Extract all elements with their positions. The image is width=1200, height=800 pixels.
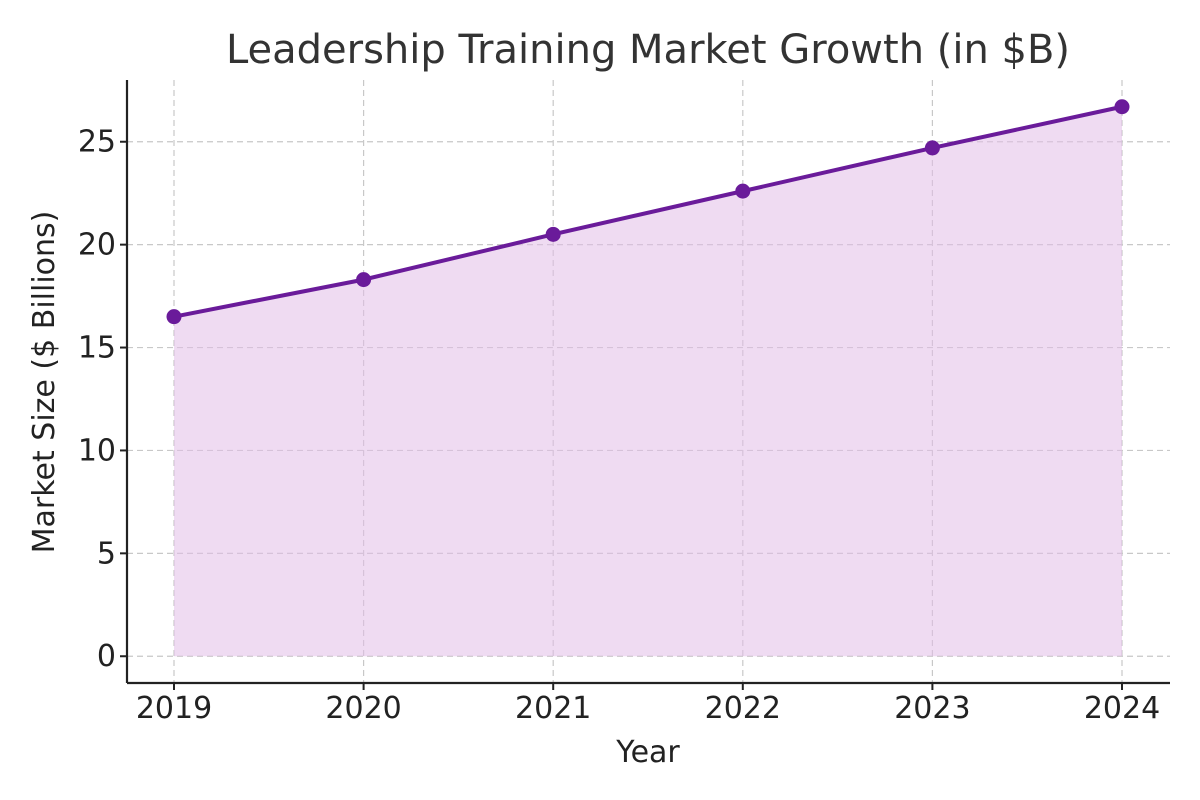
area-fill bbox=[174, 106, 1122, 657]
y-tick-label: 10 bbox=[78, 433, 116, 468]
x-tick-label: 2019 bbox=[136, 691, 212, 726]
y-tick-label: 0 bbox=[97, 639, 116, 674]
data-point-2019 bbox=[166, 309, 182, 325]
series-line-layer bbox=[173, 104, 1123, 319]
data-point-2020 bbox=[356, 272, 372, 288]
x-tick-label: 2022 bbox=[705, 691, 781, 726]
chart-title: Leadership Training Market Growth (in $B… bbox=[226, 27, 1070, 73]
x-axis-label: Year bbox=[615, 735, 680, 770]
x-tick-label: 2020 bbox=[325, 691, 401, 726]
y-tick-label: 15 bbox=[78, 331, 116, 366]
area-fill-layer bbox=[174, 106, 1122, 657]
data-point-2023 bbox=[924, 140, 940, 156]
series-line bbox=[173, 104, 1123, 319]
x-tick-label: 2024 bbox=[1084, 691, 1160, 726]
y-axis-label: Market Size ($ Billions) bbox=[27, 211, 62, 554]
y-tick-label: 20 bbox=[78, 228, 116, 263]
x-tick-label: 2021 bbox=[515, 691, 591, 726]
data-point-2021 bbox=[545, 226, 561, 242]
x-tick-labels: 2019 2020 2021 2022 2023 2024 bbox=[136, 691, 1160, 726]
data-point-2024 bbox=[1114, 99, 1130, 115]
y-tick-labels: 0 5 10 15 20 25 bbox=[78, 125, 116, 675]
markers-layer bbox=[166, 99, 1130, 325]
x-tick-label: 2023 bbox=[894, 691, 970, 726]
axes bbox=[120, 80, 1170, 690]
y-tick-label: 5 bbox=[97, 536, 116, 571]
y-tick-label: 25 bbox=[78, 125, 116, 160]
data-point-2022 bbox=[735, 183, 751, 199]
